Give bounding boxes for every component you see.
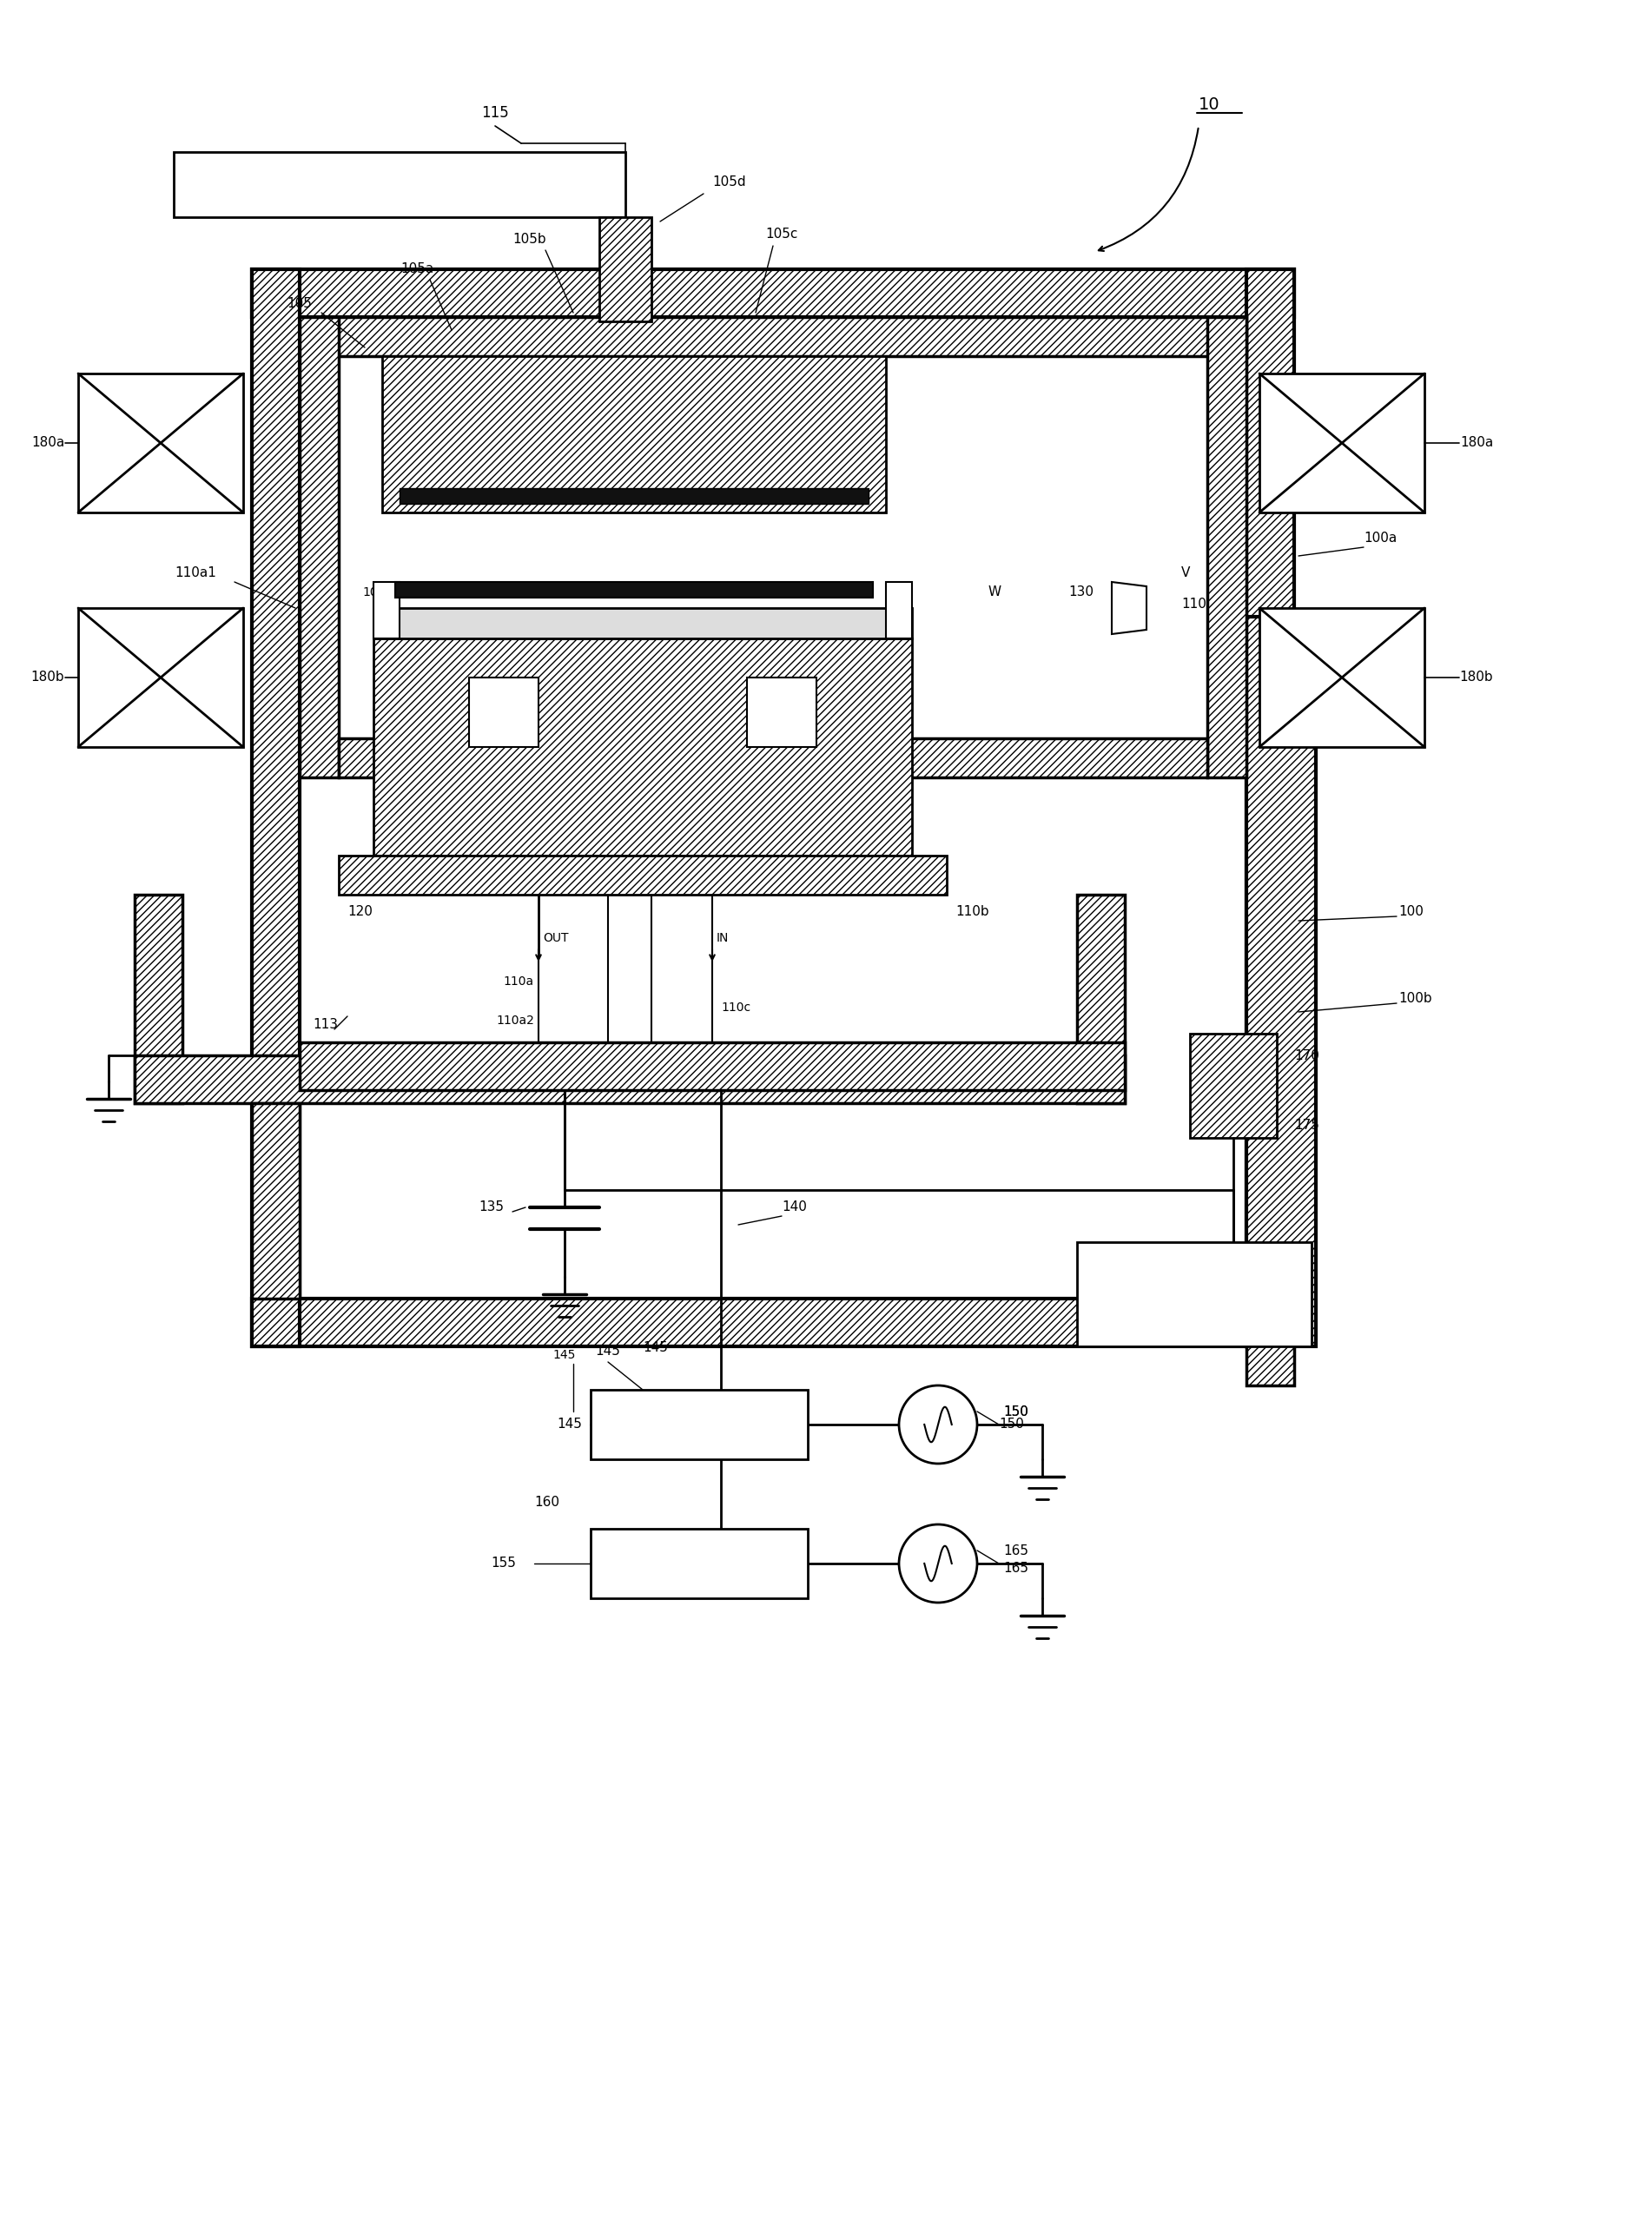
- Text: 180b: 180b: [1460, 671, 1493, 684]
- Text: 170: 170: [1294, 1049, 1320, 1063]
- Bar: [591, 1528, 808, 1597]
- Bar: [339, 737, 1208, 778]
- Text: 165: 165: [1003, 1544, 1029, 1557]
- Bar: [1077, 1243, 1312, 1346]
- Bar: [339, 856, 947, 896]
- Text: 105: 105: [287, 299, 312, 310]
- Bar: [299, 316, 339, 778]
- Bar: [134, 896, 182, 1103]
- Text: 113: 113: [312, 1018, 339, 1032]
- Polygon shape: [1112, 582, 1146, 635]
- Text: 115: 115: [481, 105, 509, 120]
- Bar: [747, 677, 816, 746]
- Text: 145: 145: [595, 1343, 621, 1357]
- Text: 180a: 180a: [31, 437, 64, 450]
- Bar: [78, 374, 243, 512]
- Bar: [1077, 896, 1125, 1103]
- Bar: [251, 270, 1294, 316]
- Text: 10: 10: [1199, 96, 1219, 111]
- Bar: [1259, 608, 1424, 746]
- Text: 105c: 105c: [765, 227, 798, 241]
- Bar: [78, 608, 243, 746]
- Bar: [134, 1056, 1125, 1103]
- Bar: [1246, 1299, 1294, 1386]
- Text: 180a: 180a: [1460, 437, 1493, 450]
- Text: 140: 140: [781, 1201, 806, 1214]
- Circle shape: [899, 1524, 976, 1602]
- Text: 155: 155: [491, 1557, 517, 1571]
- Text: 165: 165: [1003, 1562, 1029, 1575]
- Circle shape: [899, 1386, 976, 1464]
- Text: 125a: 125a: [469, 586, 499, 599]
- Bar: [299, 316, 1246, 356]
- Bar: [885, 582, 912, 639]
- Text: S: S: [629, 365, 639, 381]
- Bar: [1259, 374, 1424, 512]
- Text: 105e: 105e: [363, 586, 393, 599]
- Bar: [395, 582, 872, 597]
- Text: 100b: 100b: [1398, 991, 1432, 1005]
- Text: 100: 100: [1398, 905, 1424, 918]
- Bar: [1189, 1034, 1277, 1139]
- Text: 110a1: 110a1: [175, 566, 216, 579]
- Text: DEVICE: DEVICE: [1170, 1301, 1219, 1315]
- Text: 150: 150: [999, 1417, 1024, 1430]
- Bar: [1208, 316, 1246, 778]
- Text: W: W: [988, 586, 1001, 599]
- Text: GAS SUPPLY SOURCE: GAS SUPPLY SOURCE: [324, 176, 476, 192]
- Bar: [600, 216, 651, 321]
- Bar: [373, 582, 400, 639]
- Bar: [1246, 617, 1317, 1346]
- Bar: [251, 1103, 299, 1299]
- Text: 105d: 105d: [712, 176, 747, 189]
- Text: 125b: 125b: [636, 586, 667, 599]
- Bar: [299, 316, 1246, 1299]
- Bar: [373, 639, 912, 856]
- Text: 110c: 110c: [720, 1003, 750, 1014]
- Bar: [251, 270, 299, 1346]
- Bar: [1246, 270, 1294, 1346]
- Text: 150: 150: [1003, 1406, 1028, 1417]
- Text: 110b: 110b: [955, 905, 990, 918]
- Text: 160: 160: [535, 1497, 560, 1508]
- Text: 120: 120: [349, 905, 373, 918]
- Text: 175: 175: [1294, 1118, 1320, 1132]
- Text: 105a: 105a: [400, 263, 433, 276]
- Text: 145: 145: [553, 1348, 577, 1361]
- Bar: [173, 152, 626, 216]
- Bar: [382, 356, 885, 512]
- Text: 130: 130: [1069, 586, 1094, 599]
- Text: 125: 125: [553, 586, 577, 599]
- Bar: [251, 1299, 1294, 1346]
- Text: 110a: 110a: [504, 976, 534, 987]
- Text: 145: 145: [557, 1417, 582, 1430]
- Text: MATCHER: MATCHER: [667, 1557, 730, 1571]
- Text: EXHAUST: EXHAUST: [1163, 1270, 1226, 1283]
- Text: 150: 150: [1003, 1406, 1028, 1417]
- Bar: [591, 1390, 808, 1459]
- Text: 110a2: 110a2: [496, 1014, 534, 1027]
- Text: 110: 110: [1181, 597, 1206, 610]
- Text: 100a: 100a: [1363, 532, 1398, 546]
- Text: 145: 145: [643, 1341, 669, 1355]
- Text: 105b: 105b: [514, 232, 547, 245]
- Text: MATCHER: MATCHER: [667, 1417, 730, 1430]
- Bar: [299, 1043, 1125, 1089]
- Bar: [469, 677, 539, 746]
- Bar: [373, 608, 912, 639]
- Text: 135: 135: [479, 1201, 504, 1214]
- Text: 180b: 180b: [31, 671, 64, 684]
- Text: OUT: OUT: [544, 931, 568, 945]
- Text: IN: IN: [717, 931, 729, 945]
- Text: V: V: [1181, 566, 1189, 579]
- Bar: [400, 488, 869, 504]
